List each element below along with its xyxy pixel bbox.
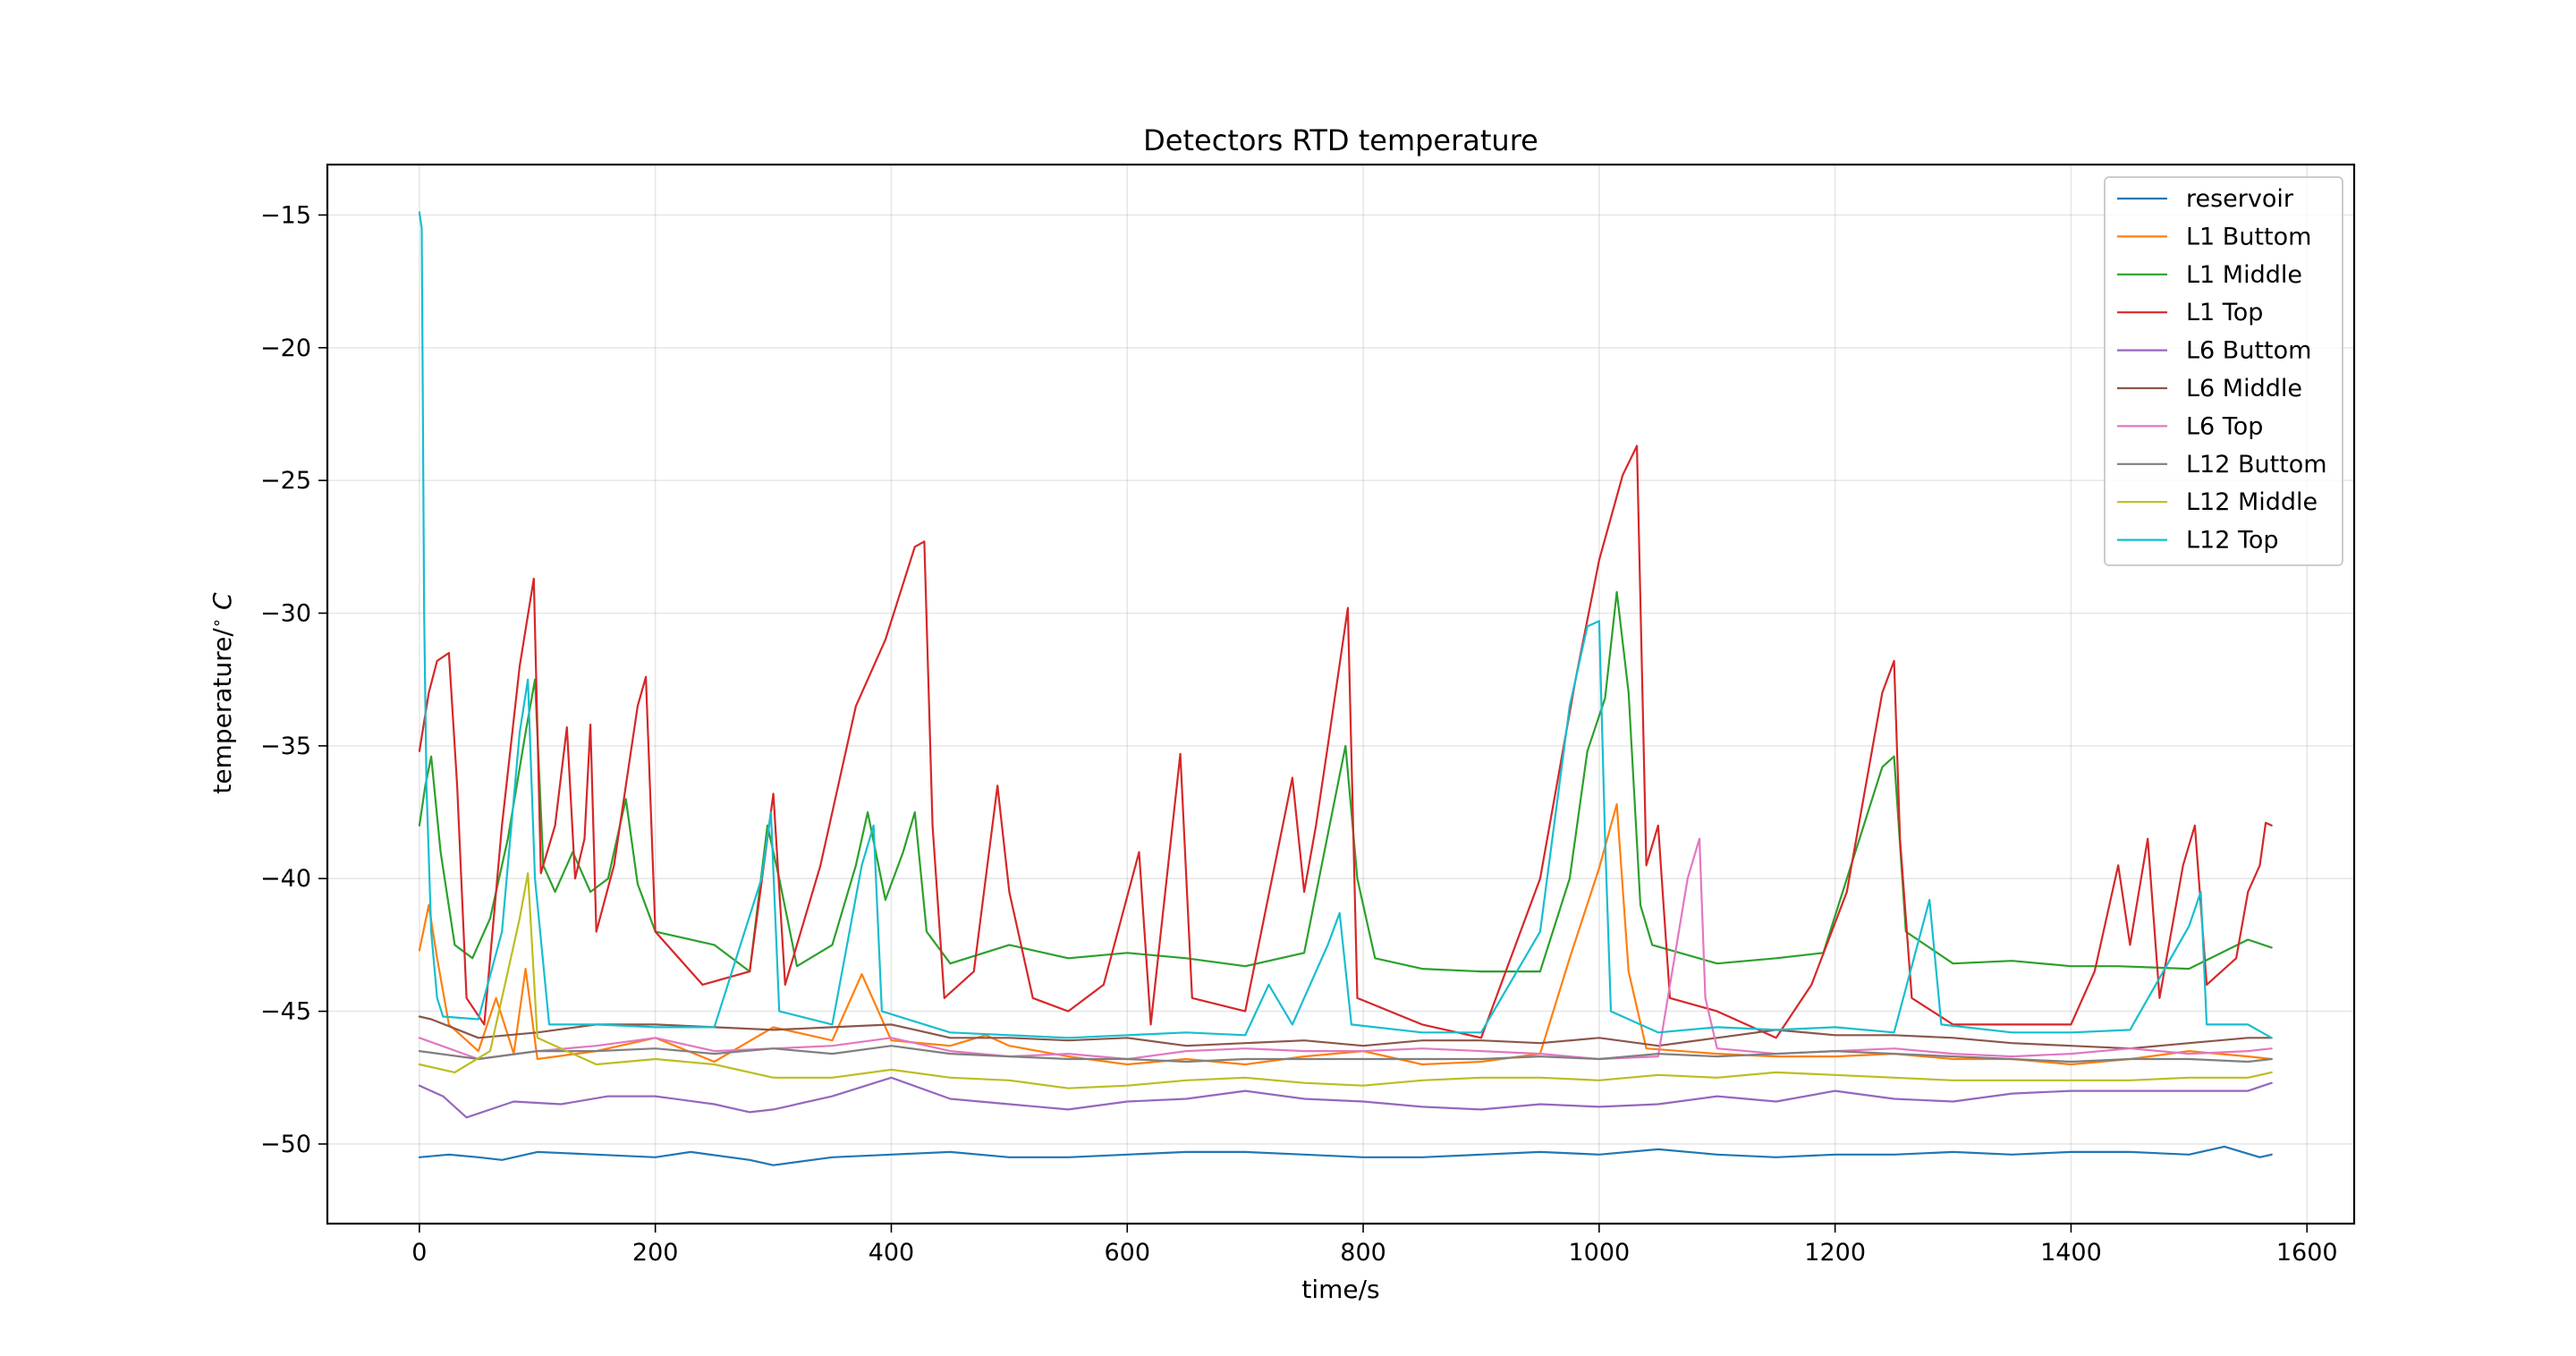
y-tick-label: −45 [260,998,311,1026]
x-tick-label: 1600 [2276,1239,2338,1267]
y-axis-label: temperature/∘ C [208,592,237,794]
legend-label-l1-buttom: L1 Buttom [2186,223,2311,250]
x-tick-label: 800 [1340,1239,1386,1267]
grid-layer [327,165,2354,1224]
legend-label-l6-top: L6 Top [2186,412,2263,440]
series-line-l6-buttom [418,1076,2273,1119]
y-tick-label: −25 [260,467,311,495]
legend: reservoir L1 Buttom L1 Middle L1 Top L6 Butt… [2104,176,2343,566]
legend-label-l1-top: L1 Top [2186,299,2263,326]
series-line-l12-top [418,211,2273,1039]
x-tick-label: 1200 [1804,1239,1866,1267]
x-tick-label: 200 [632,1239,679,1267]
y-tick-label: −15 [260,201,311,229]
legend-label-l12-buttom: L12 Buttom [2186,451,2327,479]
series-layer [418,211,2273,1166]
plot-frame [326,163,2356,1225]
legend-label-l12-top: L12 Top [2186,527,2279,555]
y-axis-label-unit: C [208,592,237,618]
y-tick-label: −40 [260,865,311,893]
y-axis-label-prefix: temperature/ [208,628,237,794]
x-tick-label: 1400 [2040,1239,2102,1267]
y-tick-label: −30 [260,599,311,627]
y-axis: −15 −20 −25 −30 −35 −40 −45 −50 [260,201,327,1158]
x-axis-label: time/s [1301,1275,1379,1304]
legend-label-l12-middle: L12 Middle [2186,488,2318,516]
series-line-l12-buttom [418,1045,2273,1064]
y-tick-label: −35 [260,733,311,760]
x-tick-label: 400 [869,1239,915,1267]
series-line-l12-middle [418,872,2273,1089]
series-line-l1-top [418,445,2273,1039]
x-tick-label: 600 [1104,1239,1150,1267]
series-line-l6-middle [418,1015,2273,1050]
legend-items: reservoir L1 Buttom L1 Middle L1 Top L6 Butt… [2117,185,2327,555]
series-line-reservoir [418,1145,2273,1166]
x-axis: 0 200 400 600 800 1000 1200 1400 1600 [411,1224,2338,1267]
x-tick-label: 1000 [1568,1239,1630,1267]
legend-label-l6-buttom: L6 Buttom [2186,337,2311,365]
series-line-l1-middle [418,590,2273,973]
chart-title: Detectors RTD temperature [1143,123,1538,157]
legend-label-l1-middle: L1 Middle [2186,261,2302,289]
y-tick-label: −50 [260,1131,311,1158]
legend-label-reservoir: reservoir [2186,185,2294,213]
x-tick-label: 0 [411,1239,427,1267]
y-tick-label: −20 [260,335,311,362]
y-axis-label-degree: ∘ [208,618,226,628]
legend-label-l6-middle: L6 Middle [2186,375,2302,403]
